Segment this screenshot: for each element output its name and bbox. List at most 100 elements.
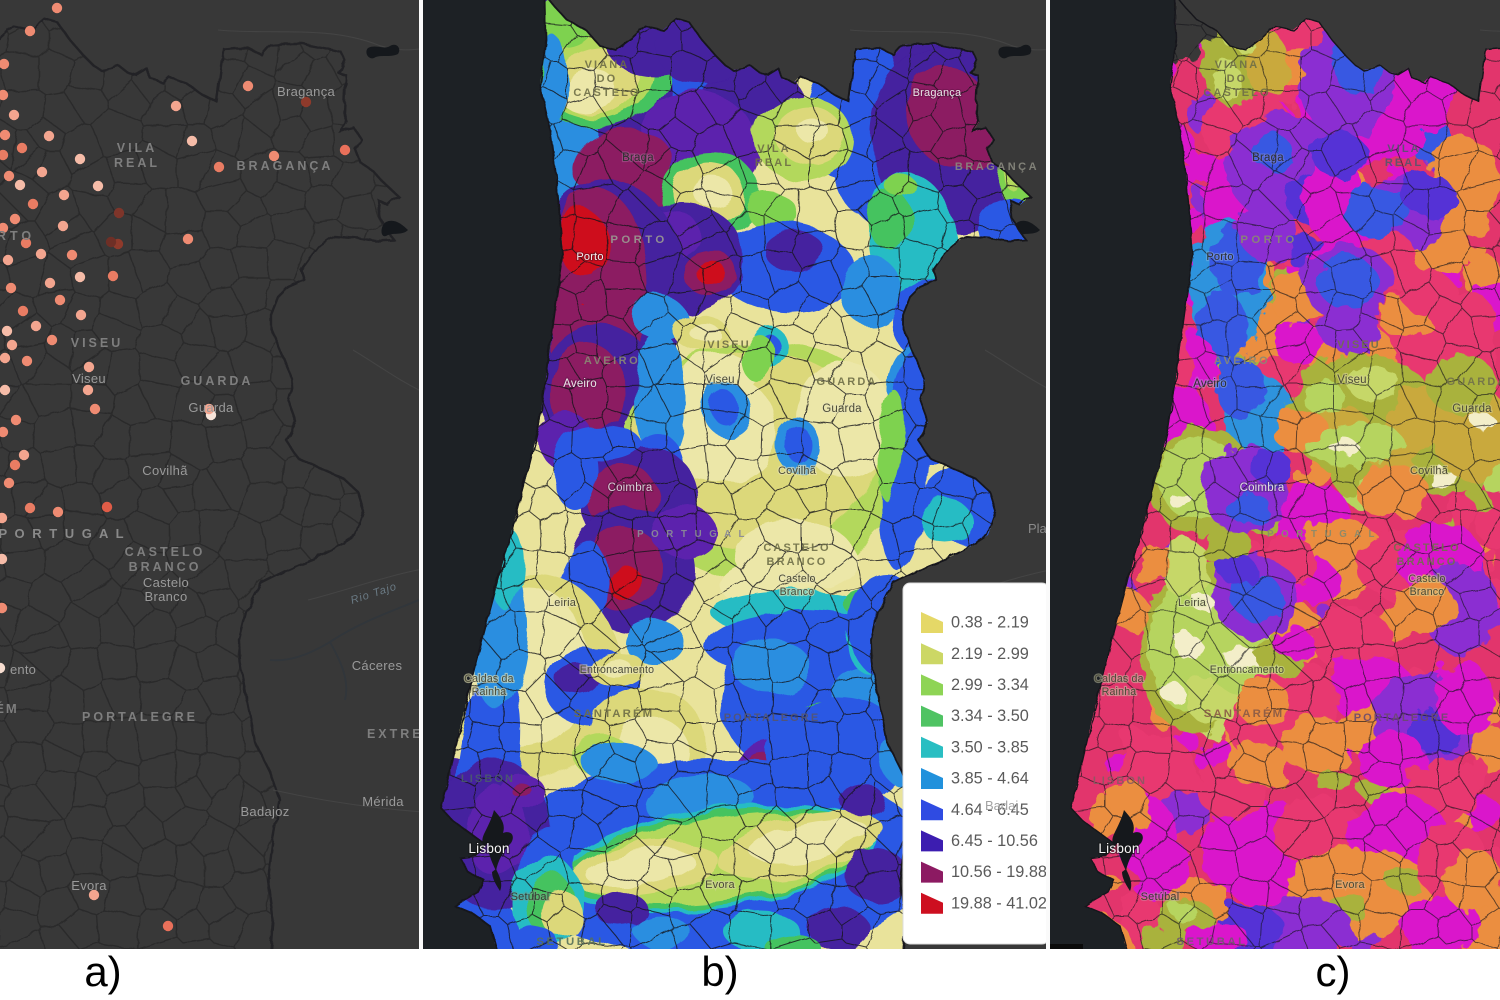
svg-text:Pla: Pla — [1028, 521, 1048, 536]
svg-text:Lisbon: Lisbon — [468, 841, 509, 856]
svg-text:Porto: Porto — [576, 251, 603, 263]
svg-text:SETÚBAL: SETÚBAL — [1176, 935, 1247, 948]
svg-text:SANTARÉM: SANTARÉM — [574, 707, 655, 720]
svg-text:Bragança: Bragança — [277, 84, 336, 99]
svg-text:VILA: VILA — [1387, 143, 1420, 155]
svg-text:Viseu: Viseu — [72, 371, 106, 386]
svg-text:Covilhã: Covilhã — [778, 465, 817, 477]
svg-text:Guarda: Guarda — [188, 400, 234, 415]
svg-text:CASTELO: CASTELO — [125, 545, 206, 559]
svg-text:CASTELO: CASTELO — [1393, 542, 1460, 554]
svg-text:Viseu: Viseu — [705, 374, 735, 386]
svg-text:BRAGANÇA: BRAGANÇA — [237, 159, 334, 173]
svg-text:Branco: Branco — [145, 589, 188, 604]
svg-text:REAL: REAL — [114, 156, 160, 170]
svg-text:Branco: Branco — [780, 586, 815, 598]
svg-text:Covilhã: Covilhã — [142, 463, 188, 478]
svg-text:Mérida: Mérida — [362, 794, 404, 809]
svg-text:GUARDA: GUARDA — [1447, 376, 1500, 388]
svg-text:19.88 - 41.02: 19.88 - 41.02 — [951, 894, 1047, 912]
svg-text:VILA: VILA — [757, 143, 790, 155]
svg-text:Castelo: Castelo — [1408, 573, 1445, 585]
svg-text:Caldas da: Caldas da — [464, 673, 514, 685]
svg-text:EXTREM: EXTREM — [367, 727, 437, 741]
svg-text:RTO: RTO — [0, 229, 35, 243]
svg-text:BRANCO: BRANCO — [129, 560, 202, 574]
svg-text:BRAGANÇA: BRAGANÇA — [955, 161, 1039, 173]
svg-text:P O R T U G A L: P O R T U G A L — [1267, 529, 1377, 540]
svg-text:Castelo: Castelo — [778, 573, 815, 585]
svg-text:Evora: Evora — [71, 878, 107, 893]
svg-text:Badaj: Badaj — [985, 798, 1018, 813]
svg-text:Covilhã: Covilhã — [1410, 465, 1449, 477]
svg-text:2.19 - 2.99: 2.19 - 2.99 — [951, 645, 1029, 663]
svg-text:Cáceres: Cáceres — [352, 658, 403, 673]
svg-text:VISEU: VISEU — [71, 336, 124, 350]
svg-text:0.38 - 2.19: 0.38 - 2.19 — [951, 614, 1029, 632]
svg-text:BRANCO: BRANCO — [1397, 556, 1458, 568]
svg-text:LISBON: LISBON — [461, 773, 515, 785]
svg-text:LISBON: LISBON — [1093, 775, 1147, 787]
svg-text:10.56 - 19.88: 10.56 - 19.88 — [951, 863, 1047, 881]
svg-text:Guarda: Guarda — [822, 403, 862, 415]
svg-text:ento: ento — [10, 662, 36, 677]
svg-text:Braga: Braga — [622, 152, 654, 164]
svg-text:Badajoz: Badajoz — [240, 804, 289, 819]
svg-text:a): a) — [84, 948, 121, 995]
svg-text:PORTALEGRE: PORTALEGRE — [724, 712, 821, 724]
svg-text:Aveiro: Aveiro — [563, 378, 597, 390]
svg-text:SANTARÉM: SANTARÉM — [1204, 707, 1285, 720]
svg-text:Coimbra: Coimbra — [608, 482, 653, 494]
svg-text:Entroncamento: Entroncamento — [580, 664, 654, 676]
svg-text:3.85 - 4.64: 3.85 - 4.64 — [951, 770, 1029, 788]
svg-text:ÉM: ÉM — [0, 701, 19, 716]
svg-text:PORTO: PORTO — [1240, 234, 1297, 246]
svg-text:Castelo: Castelo — [143, 575, 189, 590]
svg-text:Caldas da: Caldas da — [1094, 673, 1144, 685]
svg-text:DO: DO — [597, 73, 618, 85]
svg-text:Lisbon: Lisbon — [1098, 841, 1139, 856]
svg-text:Entroncamento: Entroncamento — [1210, 664, 1284, 676]
svg-text:SETÚBAL: SETÚBAL — [536, 935, 607, 948]
svg-text:GUARDA: GUARDA — [817, 376, 878, 388]
svg-text:CASTELO: CASTELO — [573, 87, 640, 99]
svg-text:Porto: Porto — [1206, 251, 1233, 263]
svg-text:VISEU: VISEU — [707, 339, 751, 351]
svg-text:b): b) — [701, 948, 738, 995]
svg-text:AVEIRO: AVEIRO — [1214, 355, 1270, 367]
svg-text:GUARDA: GUARDA — [181, 374, 254, 388]
svg-text:PORTALEGRE: PORTALEGRE — [1354, 712, 1451, 724]
svg-text:P O R T U G A L: P O R T U G A L — [637, 529, 747, 540]
svg-text:Leiria: Leiria — [1178, 597, 1207, 609]
svg-text:VIANA: VIANA — [1215, 59, 1260, 71]
svg-text:Setúbal: Setúbal — [511, 891, 550, 903]
svg-text:Braga: Braga — [1252, 152, 1284, 164]
svg-text:Guarda: Guarda — [1452, 403, 1492, 415]
svg-text:CASTELO: CASTELO — [763, 542, 830, 554]
svg-text:Evora: Evora — [705, 879, 735, 891]
svg-text:3.34 - 3.50: 3.34 - 3.50 — [951, 707, 1029, 725]
svg-text:VILA: VILA — [117, 141, 157, 155]
svg-text:Leiria: Leiria — [548, 597, 577, 609]
svg-text:Evora: Evora — [1335, 879, 1365, 891]
svg-text:PORTO: PORTO — [610, 234, 667, 246]
svg-text:VISEU: VISEU — [1337, 339, 1381, 351]
svg-text:REAL: REAL — [1385, 157, 1423, 169]
svg-text:Rainha: Rainha — [1102, 686, 1137, 698]
svg-text:Viseu: Viseu — [1337, 374, 1367, 386]
svg-text:VIANA: VIANA — [585, 59, 630, 71]
svg-text:DO: DO — [1227, 73, 1248, 85]
svg-text:PORTALEGRE: PORTALEGRE — [82, 710, 198, 724]
svg-text:Branco: Branco — [1410, 586, 1445, 598]
svg-text:P O R T U G A L: P O R T U G A L — [0, 526, 126, 541]
svg-text:CASTELO: CASTELO — [1203, 87, 1270, 99]
svg-text:Rainha: Rainha — [472, 686, 507, 698]
svg-text:Aveiro: Aveiro — [1193, 378, 1227, 390]
svg-text:Bragança: Bragança — [913, 87, 962, 99]
svg-text:Coimbra: Coimbra — [1240, 482, 1285, 494]
svg-text:3.50 - 3.85: 3.50 - 3.85 — [951, 738, 1029, 756]
svg-text:2.99 - 3.34: 2.99 - 3.34 — [951, 676, 1029, 694]
svg-text:REAL: REAL — [755, 157, 793, 169]
svg-text:c): c) — [1316, 948, 1351, 995]
svg-text:BRANCO: BRANCO — [767, 556, 828, 568]
